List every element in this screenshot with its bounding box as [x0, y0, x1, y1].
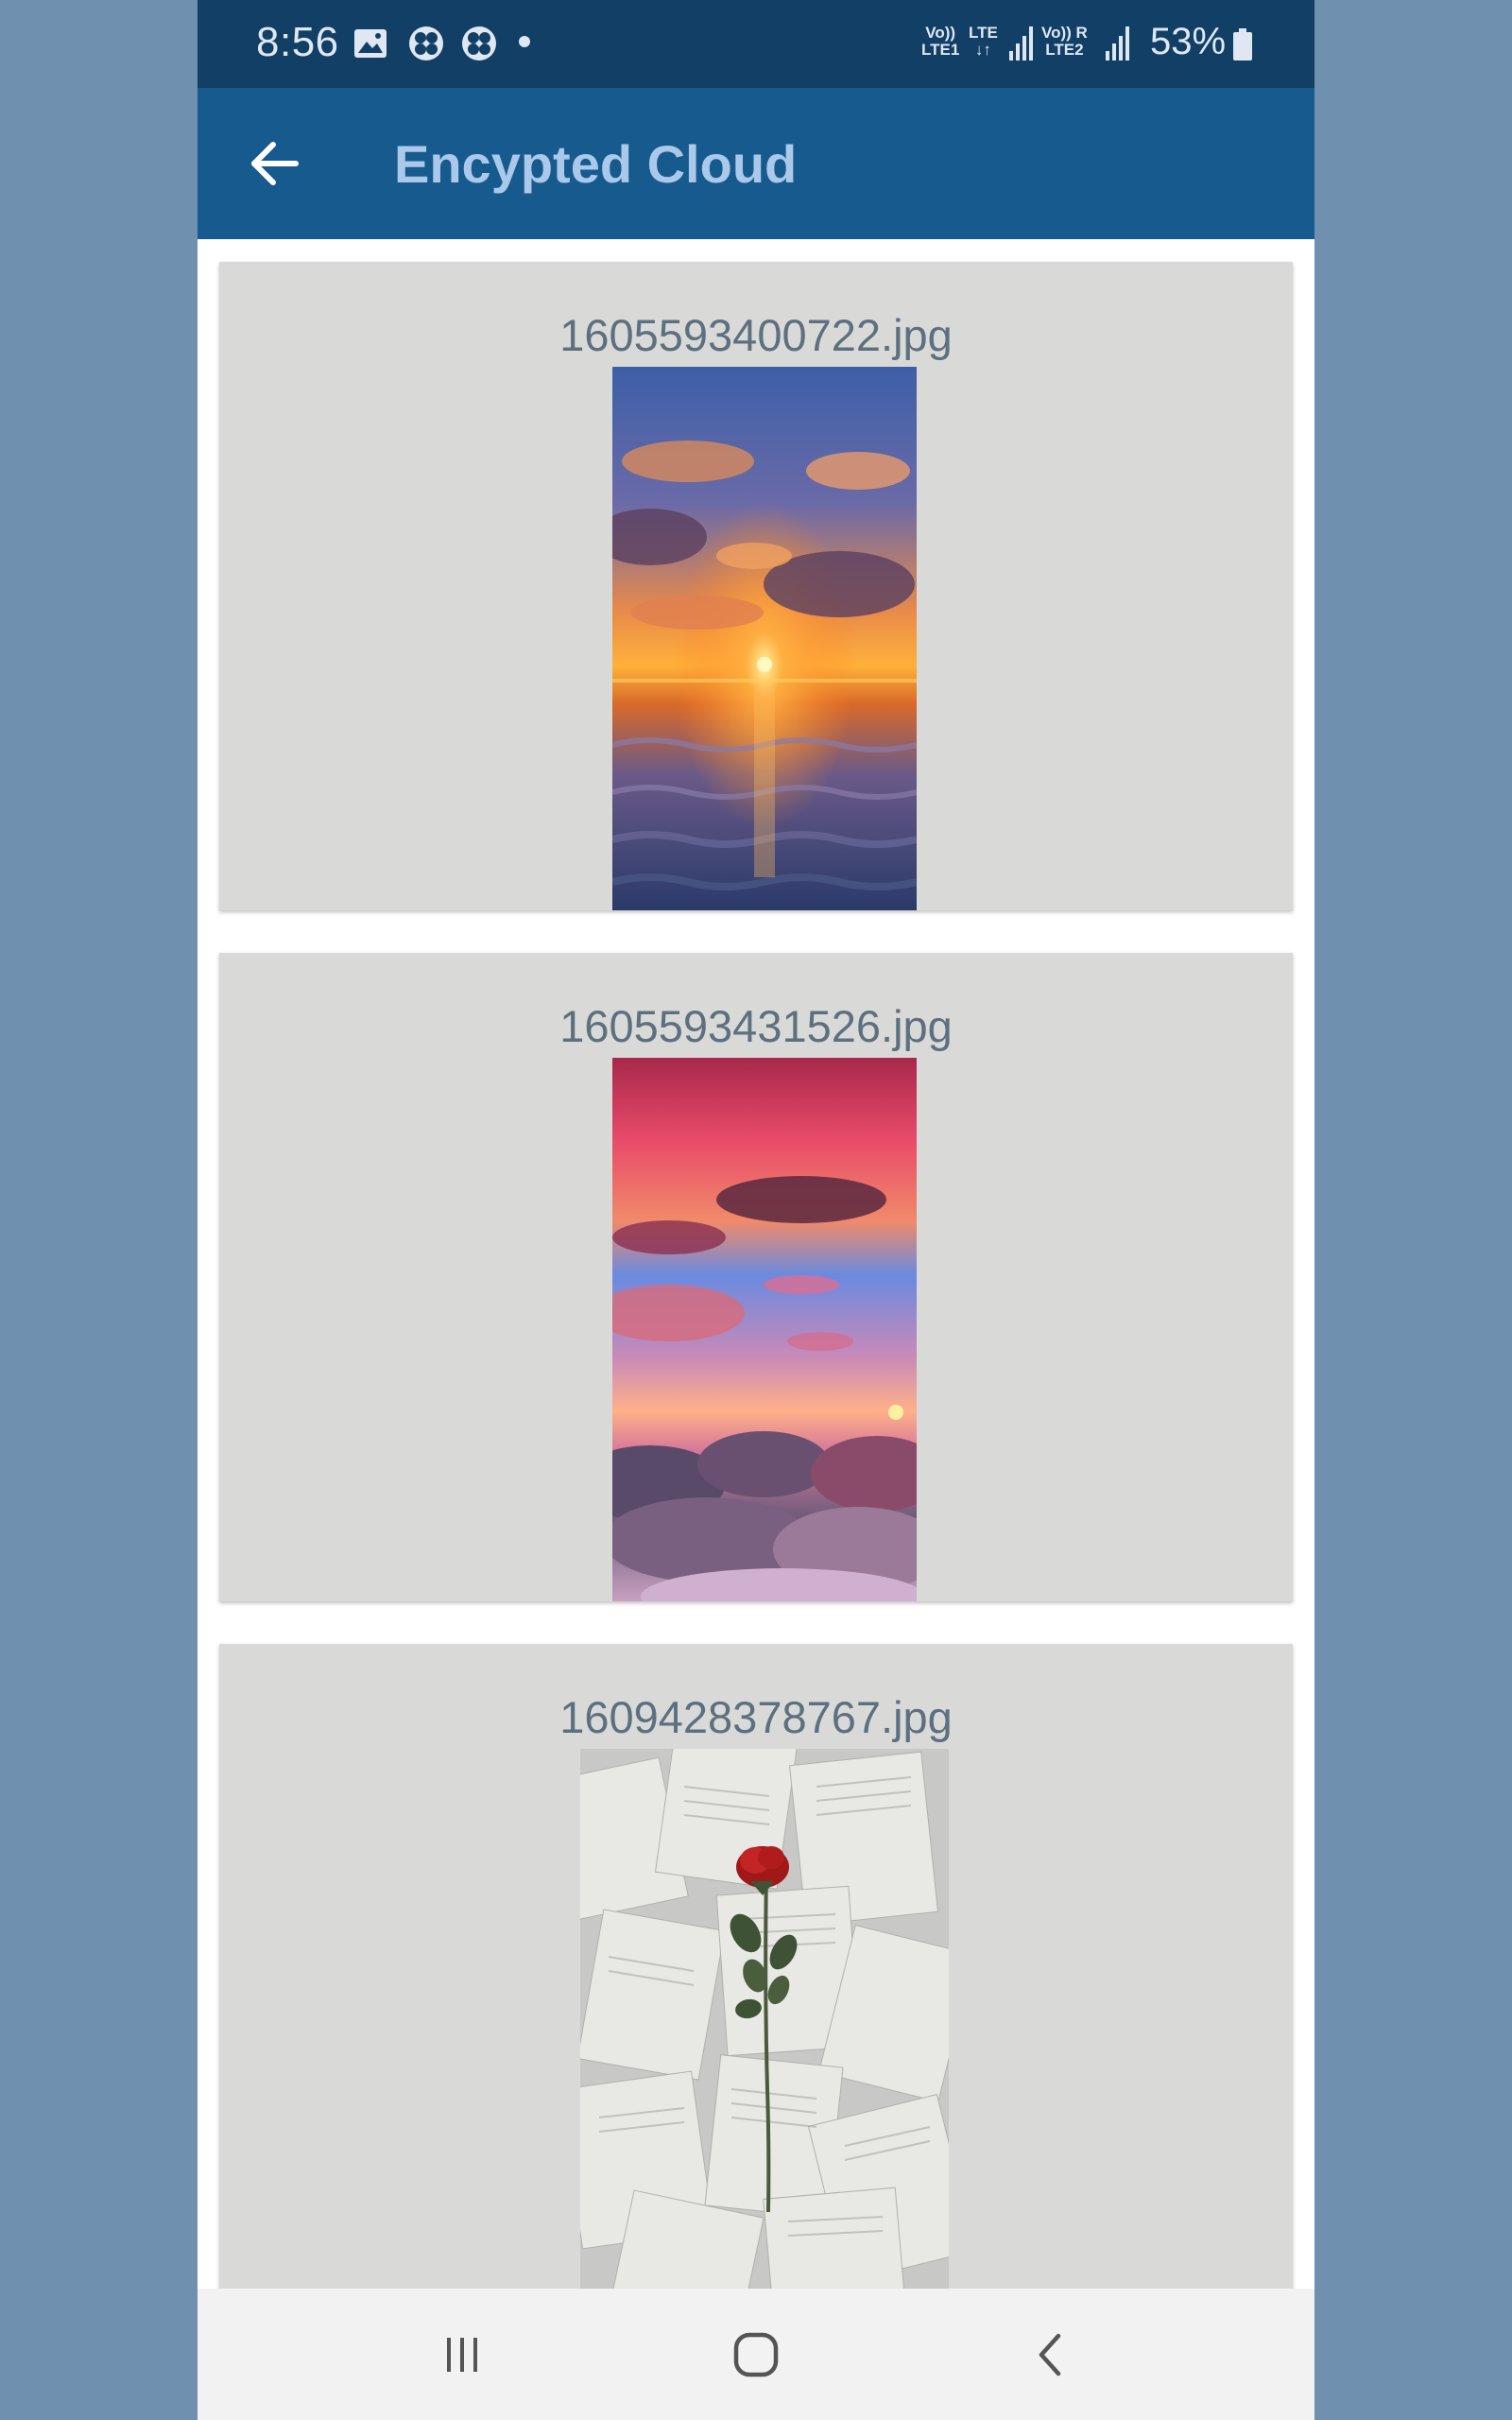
phone-screen: 8:56 Vo)) LTE1 LTE: [198, 0, 1314, 2420]
network-2-top: Vo)) R: [1041, 24, 1088, 42]
battery-percent: 53%: [1150, 21, 1227, 62]
network-lte-label: LTE ↓↑: [969, 25, 998, 59]
file-card[interactable]: 1605593400722.jpg: [219, 262, 1293, 910]
signal-icon: [1106, 26, 1129, 60]
file-name: 1605593431526.jpg: [559, 1001, 953, 1051]
network-1-label: Vo)) LTE1: [921, 25, 959, 59]
battery-icon: [1233, 28, 1252, 60]
home-icon[interactable]: [728, 2326, 784, 2383]
image-icon: [354, 29, 387, 58]
file-thumbnail[interactable]: [612, 1058, 917, 1601]
network-2-bottom: LTE2: [1045, 41, 1084, 59]
data-arrows-icon: ↓↑: [974, 41, 991, 59]
fan-icon: [462, 26, 496, 60]
file-name: 1609428378767.jpg: [559, 1692, 953, 1742]
status-time: 8:56: [256, 19, 339, 65]
app-bar: Encypted Cloud: [198, 88, 1314, 239]
file-thumbnail[interactable]: [612, 367, 917, 910]
file-name: 1605593400722.jpg: [559, 310, 953, 360]
page-title: Encypted Cloud: [394, 134, 798, 194]
arrow-left-icon[interactable]: [247, 135, 303, 192]
network-1-bottom: LTE1: [921, 41, 960, 59]
fan-icon: [409, 26, 443, 60]
back-icon[interactable]: [1022, 2326, 1079, 2383]
file-thumbnail[interactable]: [580, 1749, 949, 2289]
dot-icon: [519, 36, 530, 47]
file-list[interactable]: 1605593400722.jpg: [198, 239, 1314, 2289]
recent-apps-icon[interactable]: [434, 2326, 490, 2383]
status-bar: 8:56 Vo)) LTE1 LTE: [198, 0, 1314, 88]
network-lte: LTE: [969, 24, 998, 42]
file-card[interactable]: 1605593431526.jpg: [219, 953, 1293, 1601]
network-2-label: Vo)) R LTE2: [1041, 25, 1088, 59]
signal-icon: [1009, 26, 1033, 60]
network-1-top: Vo)): [925, 24, 956, 42]
file-card[interactable]: 1609428378767.jpg: [219, 1644, 1293, 2289]
navigation-bar: [198, 2289, 1314, 2420]
